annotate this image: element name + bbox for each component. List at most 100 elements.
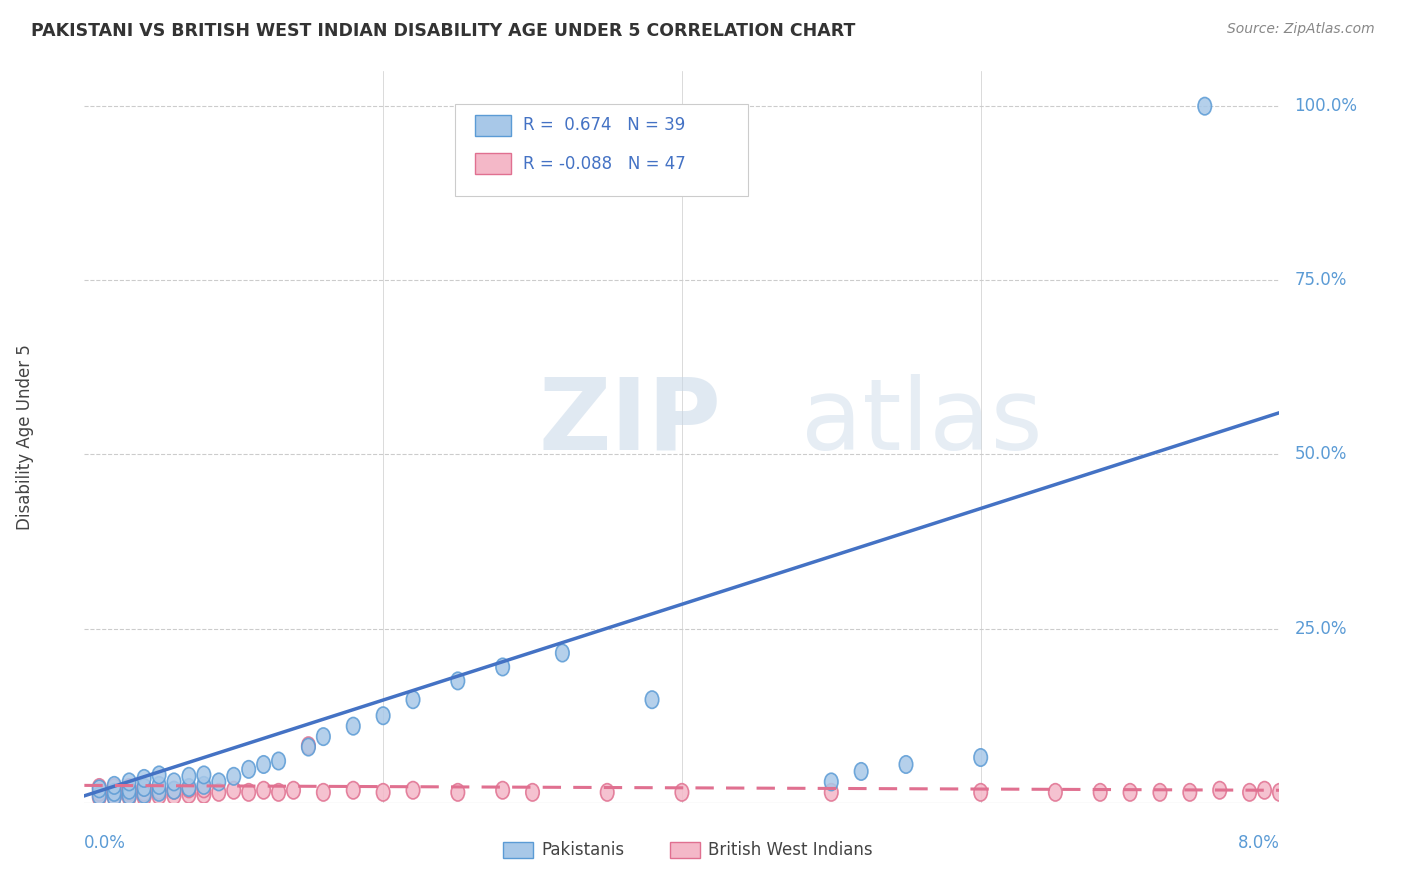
Ellipse shape <box>197 780 211 797</box>
Text: British West Indians: British West Indians <box>709 840 873 859</box>
Ellipse shape <box>1049 784 1062 801</box>
Text: 25.0%: 25.0% <box>1295 620 1347 638</box>
Ellipse shape <box>1213 781 1226 799</box>
Ellipse shape <box>302 737 315 755</box>
Ellipse shape <box>824 773 838 790</box>
Ellipse shape <box>377 707 389 724</box>
Text: 8.0%: 8.0% <box>1237 834 1279 852</box>
Ellipse shape <box>152 781 166 799</box>
Ellipse shape <box>167 787 181 805</box>
Ellipse shape <box>316 728 330 746</box>
Ellipse shape <box>257 781 270 799</box>
Ellipse shape <box>107 789 121 806</box>
Ellipse shape <box>1243 784 1257 801</box>
Ellipse shape <box>152 784 166 801</box>
Ellipse shape <box>183 779 195 797</box>
Ellipse shape <box>138 770 150 787</box>
Ellipse shape <box>302 739 315 756</box>
FancyBboxPatch shape <box>671 841 700 858</box>
Ellipse shape <box>93 787 105 805</box>
Ellipse shape <box>257 756 270 773</box>
Ellipse shape <box>183 780 195 797</box>
Text: atlas: atlas <box>801 374 1043 471</box>
FancyBboxPatch shape <box>503 841 533 858</box>
Ellipse shape <box>271 752 285 770</box>
FancyBboxPatch shape <box>456 104 748 195</box>
Ellipse shape <box>346 717 360 735</box>
Ellipse shape <box>197 786 211 803</box>
Ellipse shape <box>152 777 166 794</box>
Ellipse shape <box>122 787 136 805</box>
Text: Source: ZipAtlas.com: Source: ZipAtlas.com <box>1227 22 1375 37</box>
Ellipse shape <box>675 784 689 801</box>
Ellipse shape <box>526 784 540 801</box>
Ellipse shape <box>242 761 256 778</box>
Ellipse shape <box>122 789 136 806</box>
Ellipse shape <box>451 673 464 690</box>
Ellipse shape <box>271 784 285 801</box>
Text: R = -0.088   N = 47: R = -0.088 N = 47 <box>523 154 686 172</box>
Ellipse shape <box>122 781 136 799</box>
Ellipse shape <box>1258 781 1271 799</box>
Ellipse shape <box>1123 784 1137 801</box>
Ellipse shape <box>138 786 150 803</box>
Text: 0.0%: 0.0% <box>84 834 127 852</box>
Text: PAKISTANI VS BRITISH WEST INDIAN DISABILITY AGE UNDER 5 CORRELATION CHART: PAKISTANI VS BRITISH WEST INDIAN DISABIL… <box>31 22 855 40</box>
Ellipse shape <box>122 779 136 797</box>
Ellipse shape <box>122 784 136 801</box>
Ellipse shape <box>93 779 105 797</box>
Ellipse shape <box>183 768 195 785</box>
Ellipse shape <box>1272 784 1286 801</box>
Ellipse shape <box>212 773 225 790</box>
Text: 75.0%: 75.0% <box>1295 271 1347 289</box>
Ellipse shape <box>226 768 240 785</box>
Ellipse shape <box>1094 784 1107 801</box>
Ellipse shape <box>451 784 464 801</box>
Ellipse shape <box>167 773 181 790</box>
Ellipse shape <box>212 784 225 801</box>
Ellipse shape <box>316 784 330 801</box>
Ellipse shape <box>122 773 136 790</box>
Ellipse shape <box>107 789 121 806</box>
Ellipse shape <box>406 691 420 708</box>
Ellipse shape <box>496 658 509 675</box>
Ellipse shape <box>152 766 166 784</box>
Ellipse shape <box>93 784 105 801</box>
Ellipse shape <box>107 779 121 797</box>
Text: 50.0%: 50.0% <box>1295 445 1347 464</box>
Ellipse shape <box>1182 784 1197 801</box>
Ellipse shape <box>555 644 569 662</box>
Ellipse shape <box>377 784 389 801</box>
Ellipse shape <box>152 787 166 805</box>
Ellipse shape <box>900 756 912 773</box>
Ellipse shape <box>183 786 195 803</box>
Ellipse shape <box>93 789 105 806</box>
Ellipse shape <box>107 784 121 801</box>
Ellipse shape <box>974 784 987 801</box>
Text: R =  0.674   N = 39: R = 0.674 N = 39 <box>523 117 685 135</box>
Text: Pakistanis: Pakistanis <box>541 840 624 859</box>
FancyBboxPatch shape <box>475 115 510 136</box>
Ellipse shape <box>1198 97 1212 115</box>
Ellipse shape <box>287 781 301 799</box>
Ellipse shape <box>138 789 150 806</box>
Ellipse shape <box>824 784 838 801</box>
Ellipse shape <box>138 779 150 797</box>
Ellipse shape <box>93 780 105 797</box>
Ellipse shape <box>974 748 987 766</box>
Ellipse shape <box>346 781 360 799</box>
Ellipse shape <box>197 777 211 794</box>
Ellipse shape <box>855 763 868 780</box>
Ellipse shape <box>197 766 211 784</box>
Ellipse shape <box>107 784 121 801</box>
Text: 100.0%: 100.0% <box>1295 97 1357 115</box>
Ellipse shape <box>167 781 181 799</box>
Ellipse shape <box>1153 784 1167 801</box>
Ellipse shape <box>406 781 420 799</box>
Ellipse shape <box>242 784 256 801</box>
Ellipse shape <box>645 691 659 708</box>
Ellipse shape <box>600 784 614 801</box>
Ellipse shape <box>226 781 240 799</box>
Text: Disability Age Under 5: Disability Age Under 5 <box>15 344 34 530</box>
Ellipse shape <box>138 779 150 797</box>
